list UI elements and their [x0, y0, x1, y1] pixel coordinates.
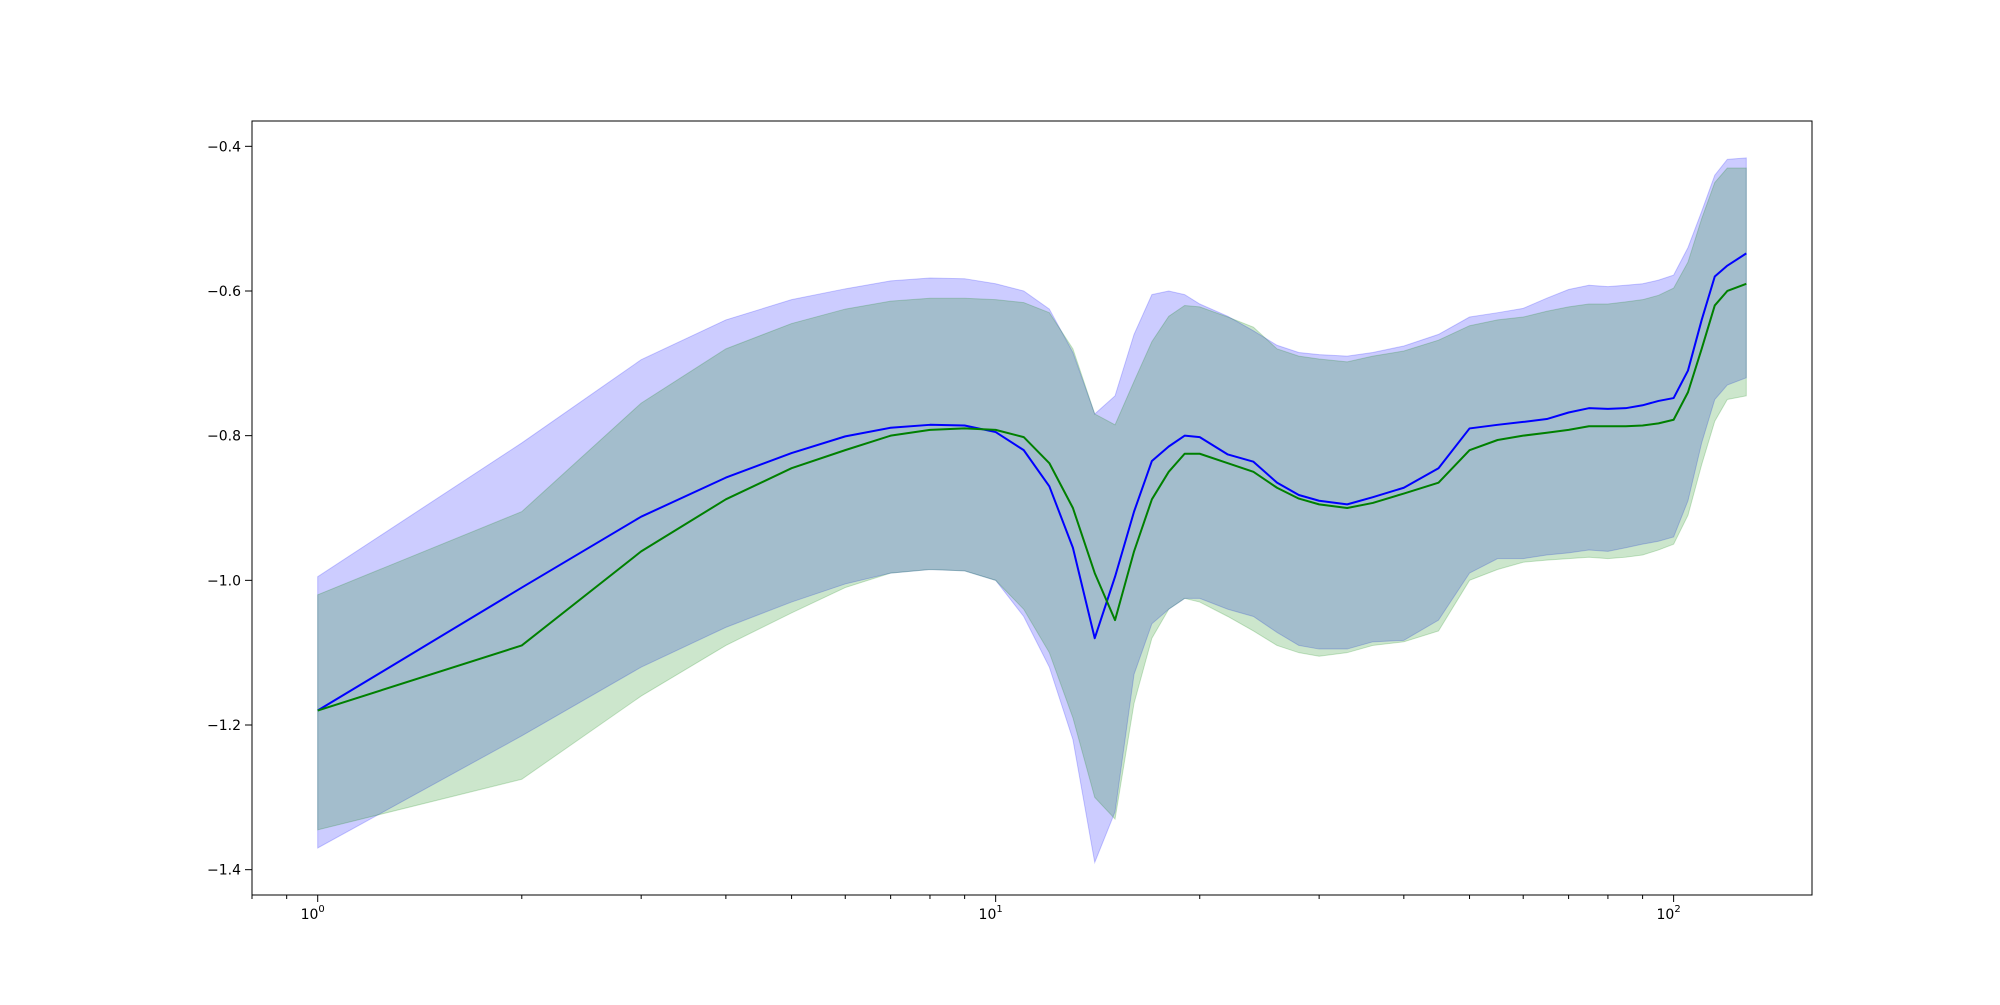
series-1-band — [317, 167, 1747, 831]
plot-frame — [251, 120, 1813, 896]
y-tick-label: −1.2 — [207, 718, 241, 734]
y-axis: −0.4 −0.6 −0.8 −1.0 −1.2 −1.4 — [207, 139, 252, 879]
y-tick-label: −0.8 — [207, 429, 241, 445]
x-tick-label: 100 — [301, 904, 325, 923]
x-axis: 100 101 102 — [251, 895, 1681, 923]
series-0-line — [317, 252, 1747, 712]
series-lines — [317, 252, 1747, 712]
y-tick-label: −1.0 — [207, 573, 241, 589]
series-0-band — [317, 157, 1747, 865]
y-tick-label: −1.4 — [207, 863, 241, 879]
y-tick-label: −0.6 — [207, 284, 241, 300]
confidence-bands — [317, 157, 1747, 865]
series-1-line — [317, 282, 1747, 712]
y-tick-label: −0.4 — [207, 139, 241, 155]
x-tick-label: 102 — [1657, 904, 1681, 923]
x-tick-label: 101 — [979, 904, 1003, 923]
